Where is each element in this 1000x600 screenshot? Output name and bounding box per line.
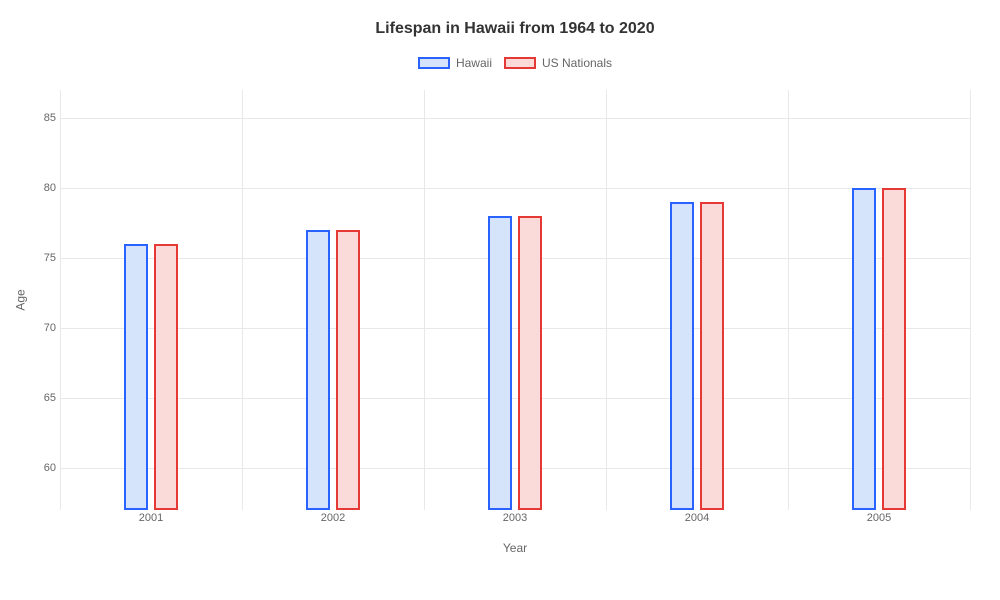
bar[interactable]: [154, 244, 178, 510]
bar[interactable]: [306, 230, 330, 510]
plot-area: Age 606570758085 20012002200320042005 Ye…: [60, 90, 970, 510]
bar[interactable]: [488, 216, 512, 510]
y-axis: 60 65 70 75 80 85: [20, 90, 56, 510]
y-tick: 65: [20, 392, 56, 404]
legend: Hawaii US Nationals: [60, 56, 970, 70]
chart-title: Lifespan in Hawaii from 1964 to 2020: [60, 20, 970, 38]
bar[interactable]: [882, 188, 906, 510]
legend-label-us: US Nationals: [542, 56, 612, 70]
y-tick: 70: [20, 322, 56, 334]
x-tick: 2005: [867, 512, 891, 524]
x-tick: 2004: [685, 512, 709, 524]
legend-item-hawaii[interactable]: Hawaii: [418, 56, 492, 70]
bar[interactable]: [852, 188, 876, 510]
bar[interactable]: [670, 202, 694, 510]
gridline-vertical: [970, 90, 971, 510]
legend-swatch-us: [504, 57, 536, 69]
legend-label-hawaii: Hawaii: [456, 56, 492, 70]
y-tick: 85: [20, 112, 56, 124]
legend-item-us[interactable]: US Nationals: [504, 56, 612, 70]
x-tick: 2001: [139, 512, 163, 524]
y-tick: 80: [20, 182, 56, 194]
x-tick: 2002: [321, 512, 345, 524]
y-tick: 75: [20, 252, 56, 264]
bar[interactable]: [700, 202, 724, 510]
y-tick: 60: [20, 462, 56, 474]
legend-swatch-hawaii: [418, 57, 450, 69]
bars-layer: [60, 90, 970, 510]
x-axis-label: Year: [503, 541, 527, 555]
bar[interactable]: [124, 244, 148, 510]
x-tick: 2003: [503, 512, 527, 524]
x-axis: 2001 2002 2003 2004 2005: [60, 512, 970, 532]
bar[interactable]: [518, 216, 542, 510]
chart-container: Lifespan in Hawaii from 1964 to 2020 Haw…: [0, 0, 1000, 600]
bar[interactable]: [336, 230, 360, 510]
